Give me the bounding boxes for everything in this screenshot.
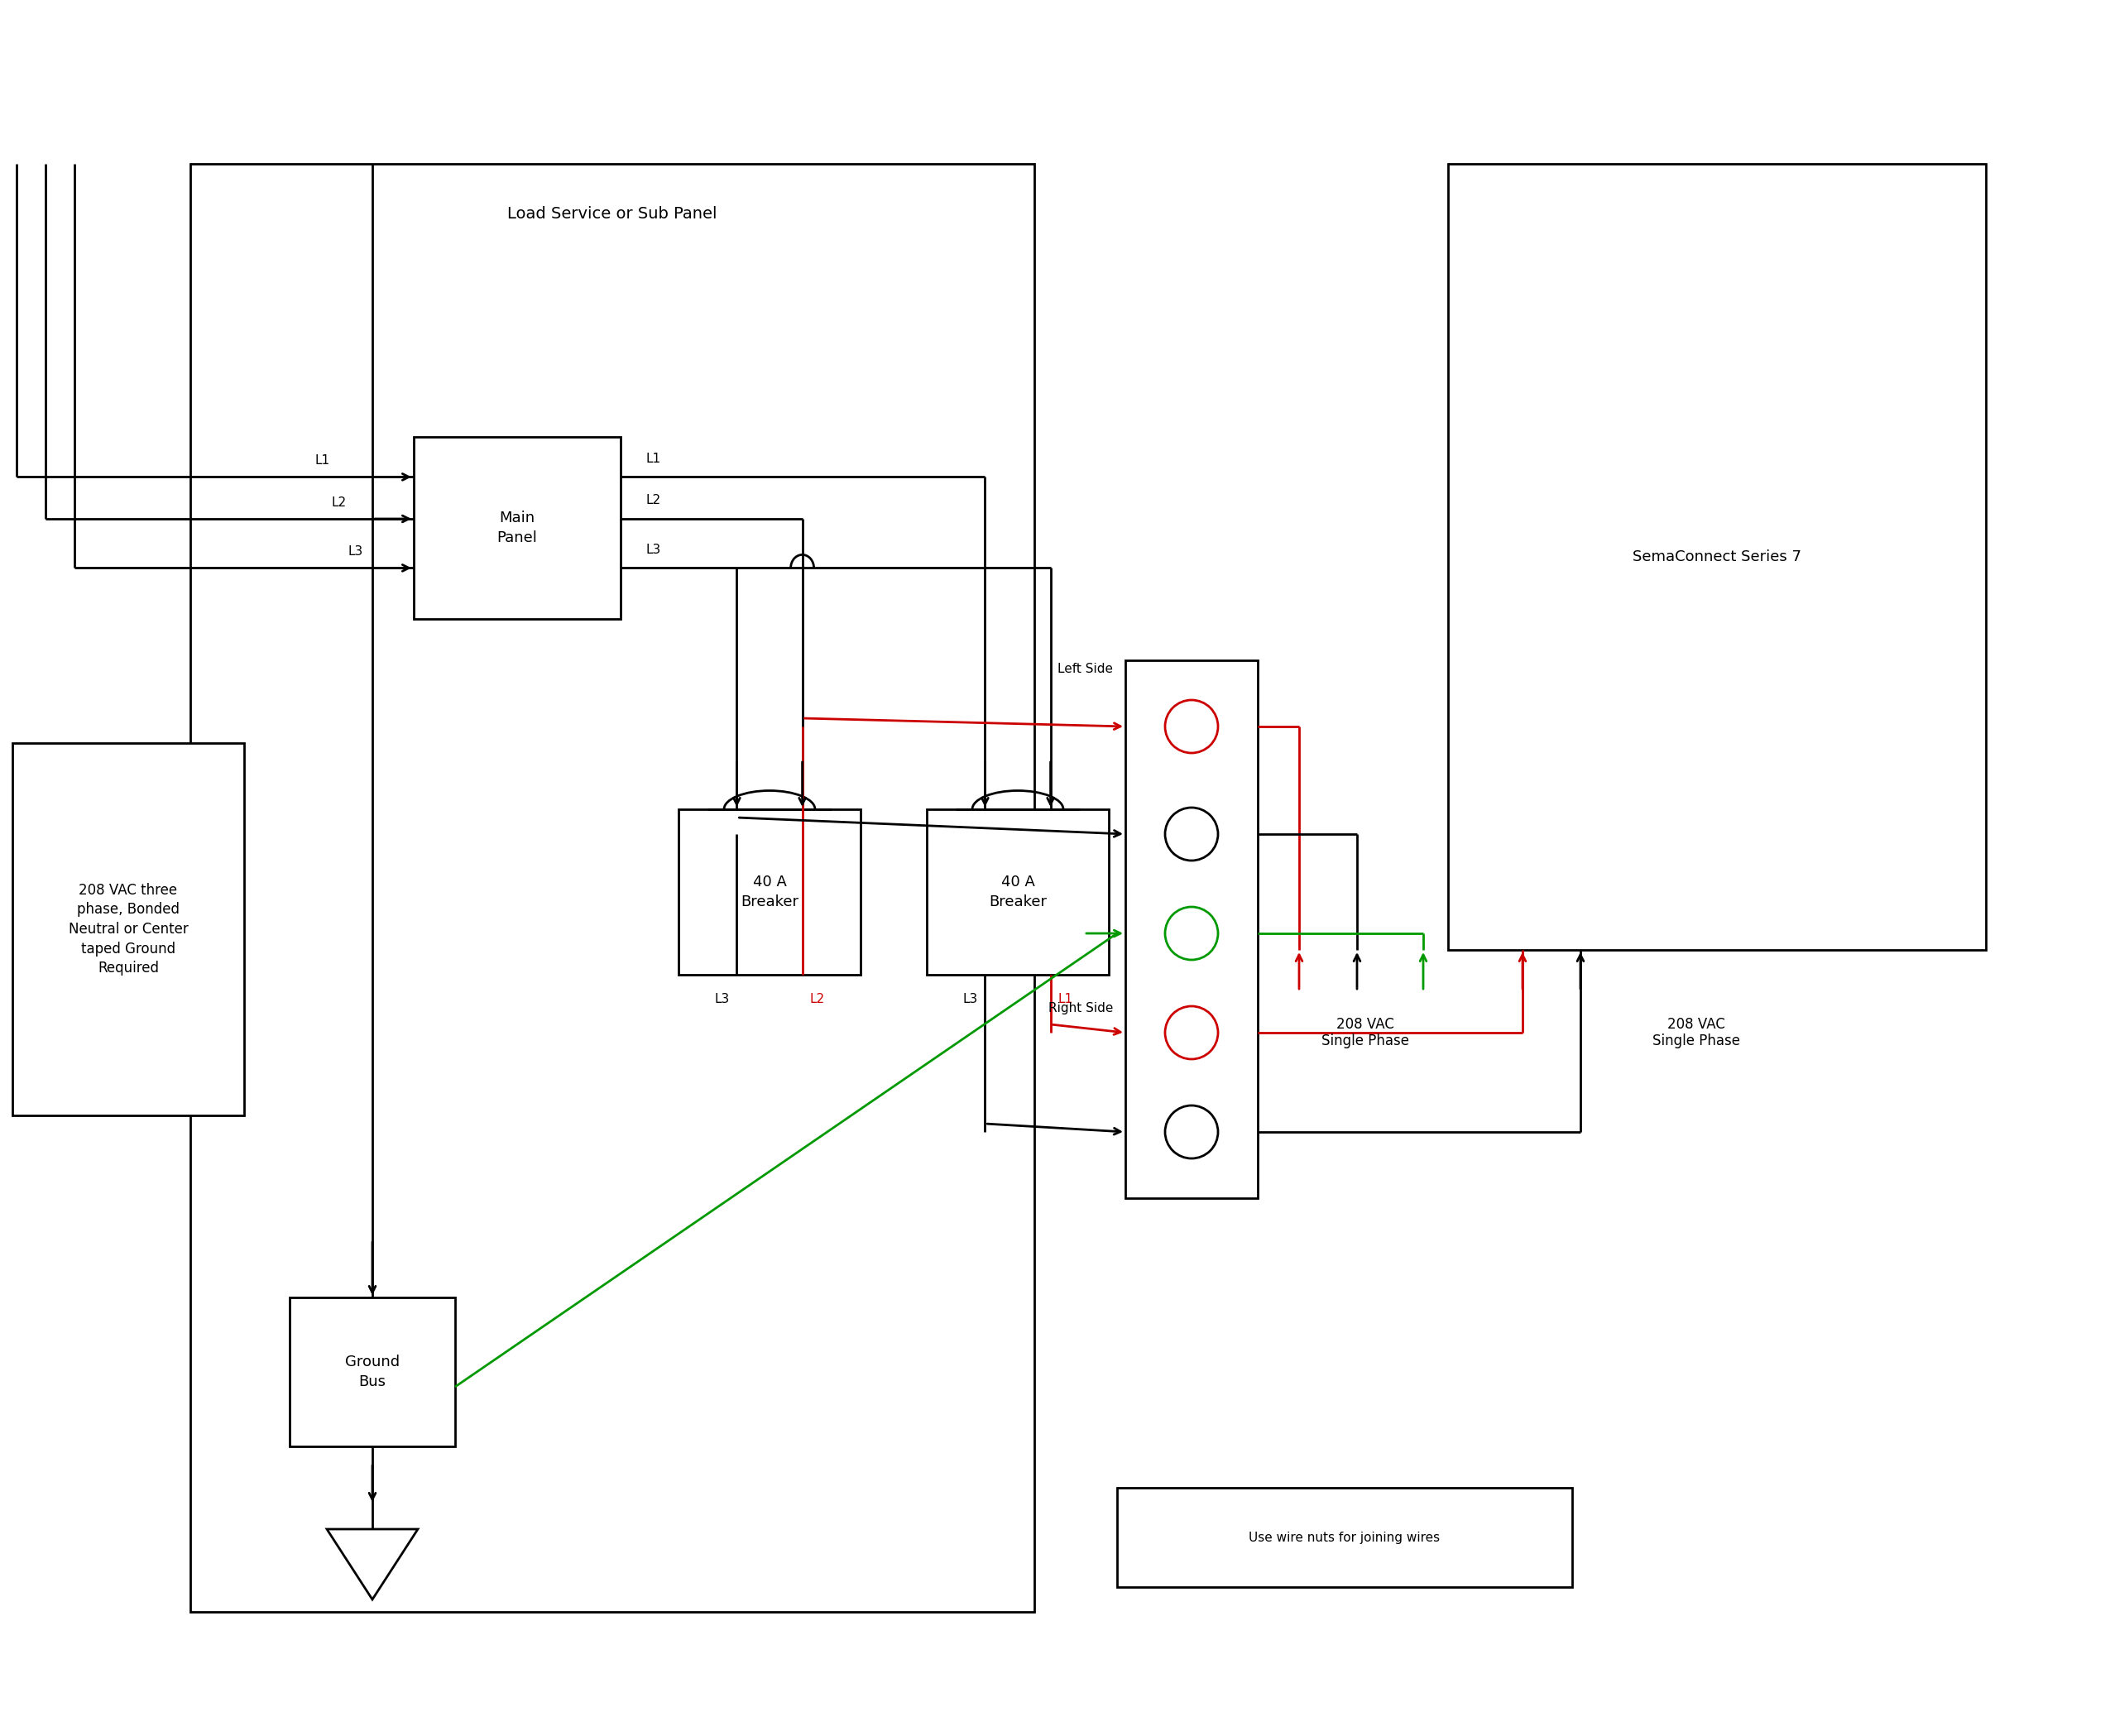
Text: Load Service or Sub Panel: Load Service or Sub Panel	[506, 205, 717, 222]
Bar	[414, 437, 620, 620]
Text: L3: L3	[348, 545, 363, 557]
Text: L1: L1	[1057, 993, 1072, 1005]
Text: L2: L2	[331, 496, 346, 509]
Text: L2: L2	[810, 993, 825, 1005]
Text: 40 A
Breaker: 40 A Breaker	[741, 875, 798, 910]
Text: L3: L3	[962, 993, 977, 1005]
Bar	[679, 809, 861, 974]
Text: L3: L3	[646, 543, 660, 556]
Text: Main
Panel: Main Panel	[498, 510, 538, 545]
Text: L2: L2	[646, 495, 660, 507]
Bar	[1125, 660, 1258, 1198]
Bar	[1116, 1488, 1572, 1587]
Text: 208 VAC
Single Phase: 208 VAC Single Phase	[1321, 1017, 1409, 1049]
Text: 208 VAC three
phase, Bonded
Neutral or Center
taped Ground
Required: 208 VAC three phase, Bonded Neutral or C…	[68, 882, 188, 976]
Text: Left Side: Left Side	[1057, 663, 1112, 675]
Bar	[289, 1297, 456, 1446]
Text: 208 VAC
Single Phase: 208 VAC Single Phase	[1652, 1017, 1741, 1049]
Text: L1: L1	[314, 455, 329, 467]
Text: L3: L3	[715, 993, 730, 1005]
Text: Use wire nuts for joining wires: Use wire nuts for joining wires	[1249, 1531, 1441, 1543]
Bar	[1447, 163, 1986, 950]
Text: SemaConnect Series 7: SemaConnect Series 7	[1633, 549, 1802, 564]
Text: Right Side: Right Side	[1049, 1002, 1112, 1014]
Bar	[190, 163, 1034, 1613]
Text: Ground
Bus: Ground Bus	[346, 1354, 399, 1389]
Bar	[926, 809, 1108, 974]
Text: 40 A
Breaker: 40 A Breaker	[990, 875, 1047, 910]
Bar	[13, 743, 245, 1116]
Text: L1: L1	[646, 453, 660, 465]
